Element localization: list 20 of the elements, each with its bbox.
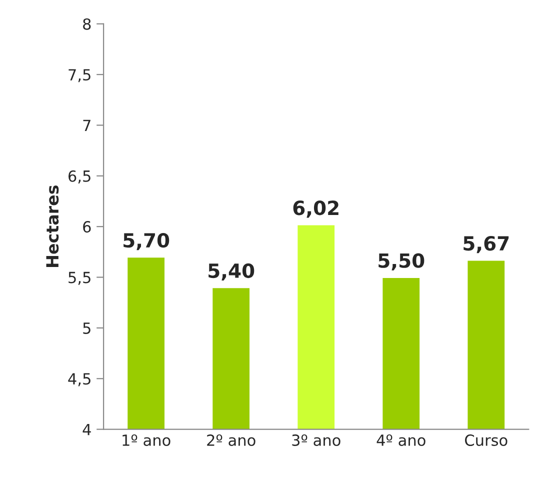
data-label: 5,40 xyxy=(208,263,254,281)
x-tick-label: 4º ano xyxy=(376,434,426,446)
y-tick-label: 5,5 xyxy=(68,272,90,285)
data-label: 5,67 xyxy=(464,236,509,254)
y-tick-label: 6,5 xyxy=(68,170,90,184)
y-axis-title: Hectares xyxy=(46,185,59,267)
data-label: 5,70 xyxy=(124,232,170,250)
x-tick-label: 2º ano xyxy=(207,434,256,446)
data-label: 5,50 xyxy=(378,253,424,270)
y-tick-label: 6 xyxy=(83,221,91,233)
y-tick-label: 8 xyxy=(83,18,91,30)
x-tick-label: 3º ano xyxy=(292,434,340,446)
y-tick-label: 4 xyxy=(82,424,91,436)
y-tick-label: 7 xyxy=(83,120,90,132)
x-tick-label: Curso xyxy=(465,434,508,446)
data-label: 6,02 xyxy=(293,200,338,218)
y-tick-label: 7,5 xyxy=(68,69,90,82)
y-tick-label: 5 xyxy=(83,322,90,334)
y-tick-label: 4,5 xyxy=(68,373,90,386)
x-tick-label: 1º ano xyxy=(122,434,170,446)
